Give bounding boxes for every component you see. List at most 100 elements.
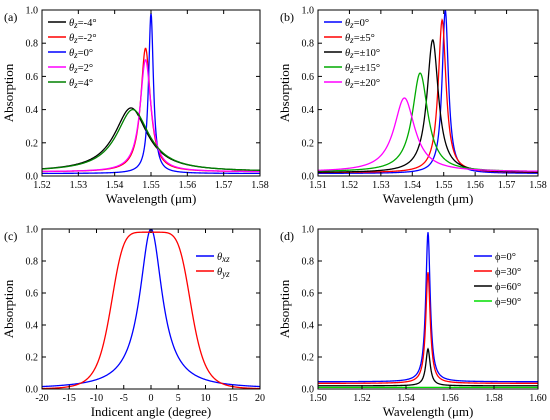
y-tick-label: 0.2 <box>302 138 315 149</box>
legend-label: θz=-2° <box>69 33 97 45</box>
x-tick-label: 10 <box>201 393 211 404</box>
x-tick-label: 1.52 <box>341 180 359 191</box>
x-tick-label: 1.50 <box>309 393 327 404</box>
legend-label: θyz <box>217 267 230 279</box>
series-line-2 <box>318 347 538 387</box>
series-line-0 <box>318 232 538 383</box>
series-line-0 <box>42 229 260 388</box>
x-tick-label: 1.54 <box>397 393 415 404</box>
x-tick-label: 1.52 <box>353 393 371 404</box>
y-tick-label: 0.4 <box>302 321 315 332</box>
y-axis-label: Absorption <box>1 279 16 338</box>
y-tick-label: 1.0 <box>26 225 39 236</box>
series-line-1 <box>318 272 538 384</box>
y-tick-label: 0.2 <box>26 138 39 149</box>
x-tick-label: 1.53 <box>372 180 390 191</box>
panel-a: 1.52 1.53 1.54 1.55 1.56 1.57 1.58 0.0 0.2 0.4 0.6… <box>1 6 269 207</box>
legend-label: ϕ=60° <box>495 282 521 293</box>
y-axis-label: Absorption <box>1 63 16 122</box>
panel-b: 1.51 1.52 1.53 1.54 1.55 1.56 1.57 1.58 0.0 0.2 0.… <box>277 6 547 207</box>
y-axis-label: Absorption <box>277 63 292 122</box>
series-group <box>42 229 260 389</box>
y-tick-label: 0.6 <box>26 72 39 83</box>
x-tick-label: 1.56 <box>441 393 459 404</box>
y-tick-label: 0.6 <box>26 289 39 300</box>
x-tick-label: 20 <box>255 393 265 404</box>
x-tick-label: 1.51 <box>309 180 327 191</box>
x-axis-label: Wavelength (μm) <box>383 404 474 419</box>
x-axis-label: Wavelength (μm) <box>106 191 197 206</box>
legend-label: θz=±20° <box>345 78 380 90</box>
x-tick-label: 1.52 <box>33 180 51 191</box>
legend: θxz θyz <box>196 252 230 279</box>
x-tick-label: 1.58 <box>485 393 503 404</box>
y-tick-label: 0.0 <box>26 172 39 183</box>
y-tick-label: 1.0 <box>26 6 39 17</box>
legend: θz=-4° θz=-2° θz=0° θz=2° θz=4° <box>48 18 97 90</box>
x-tick-label: 1.54 <box>404 180 422 191</box>
legend-label: θz=±15° <box>345 63 380 75</box>
legend-label: ϕ=90° <box>495 297 521 308</box>
series-line-4 <box>318 97 538 172</box>
series-line-4 <box>42 108 260 171</box>
panel-d: 1.50 1.52 1.54 1.56 1.58 1.60 0.0 0.2 0.4 0.6 0.8 1… <box>277 225 547 420</box>
x-tick-label: -5 <box>120 393 128 404</box>
series-group <box>318 10 538 175</box>
y-tick-label: 0.8 <box>26 39 39 50</box>
plot-frame <box>317 9 539 177</box>
legend-label: θz=-4° <box>69 18 97 30</box>
legend-label: θz=±5° <box>345 33 375 45</box>
y-tick-label: 0.6 <box>302 72 315 83</box>
x-tick-label: 1.55 <box>435 180 453 191</box>
x-axis-label: Wavelength (μm) <box>383 191 474 206</box>
legend-label: θz=0° <box>345 18 369 30</box>
legend: ϕ=0° ϕ=30° ϕ=60° ϕ=90° <box>474 252 521 308</box>
y-tick-label: 0.0 <box>302 385 315 396</box>
x-tick-label: -20 <box>35 393 48 404</box>
y-tick-label: 1.0 <box>302 6 315 17</box>
y-tick-label: 0.4 <box>26 321 39 332</box>
x-tick-label: 1.55 <box>142 180 160 191</box>
series-line-3 <box>42 59 260 173</box>
y-tick-label: 0.4 <box>26 105 39 116</box>
y-tick-label: 0.8 <box>302 257 315 268</box>
panel-label: (d) <box>280 229 294 243</box>
y-axis-label: Absorption <box>277 279 292 338</box>
x-tick-label: 1.57 <box>498 180 516 191</box>
x-tick-label: 0 <box>149 393 154 404</box>
y-tick-label: 0.4 <box>302 105 315 116</box>
x-tick-label: 15 <box>228 393 238 404</box>
x-tick-label: 1.56 <box>179 180 197 191</box>
panel-label: (c) <box>4 229 17 243</box>
series-line-0 <box>42 107 260 171</box>
legend-label: θxz <box>217 252 230 264</box>
y-tick-label: 0.0 <box>26 385 39 396</box>
series-group <box>318 232 538 389</box>
legend-label: θz=0° <box>69 48 93 60</box>
legend: θz=0° θz=±5° θz=±10° θz=±15° θz=±20° <box>324 18 380 90</box>
x-tick-label: 5 <box>176 393 181 404</box>
x-axis-label: Indicent angle (degree) <box>91 404 212 419</box>
plot-frame <box>41 228 261 390</box>
legend-label: ϕ=0° <box>495 252 516 263</box>
y-tick-label: 0.8 <box>26 257 39 268</box>
y-tick-label: 0.2 <box>302 353 315 364</box>
panel-label: (b) <box>280 10 294 24</box>
legend-label: θz=±10° <box>345 48 380 60</box>
x-tick-label: 1.54 <box>106 180 124 191</box>
y-tick-label: 0.6 <box>302 289 315 300</box>
x-tick-label: 1.58 <box>251 180 269 191</box>
series-line-2 <box>318 39 538 173</box>
x-tick-label: 1.58 <box>529 180 547 191</box>
x-tick-label: -10 <box>90 393 103 404</box>
panel-c: -20 -15 -10 -5 0 5 10 15 20 0.0 0.2 0.4 0.6 0.8 1.0 Ind… <box>1 225 265 420</box>
y-tick-label: 1.0 <box>302 225 315 236</box>
legend-label: θz=2° <box>69 63 93 75</box>
y-tick-label: 0.2 <box>26 353 39 364</box>
x-tick-label: 1.60 <box>529 393 547 404</box>
series-line-0 <box>318 10 538 175</box>
y-tick-label: 0.8 <box>302 39 315 50</box>
x-tick-label: 1.53 <box>70 180 88 191</box>
x-tick-label: 1.56 <box>466 180 484 191</box>
